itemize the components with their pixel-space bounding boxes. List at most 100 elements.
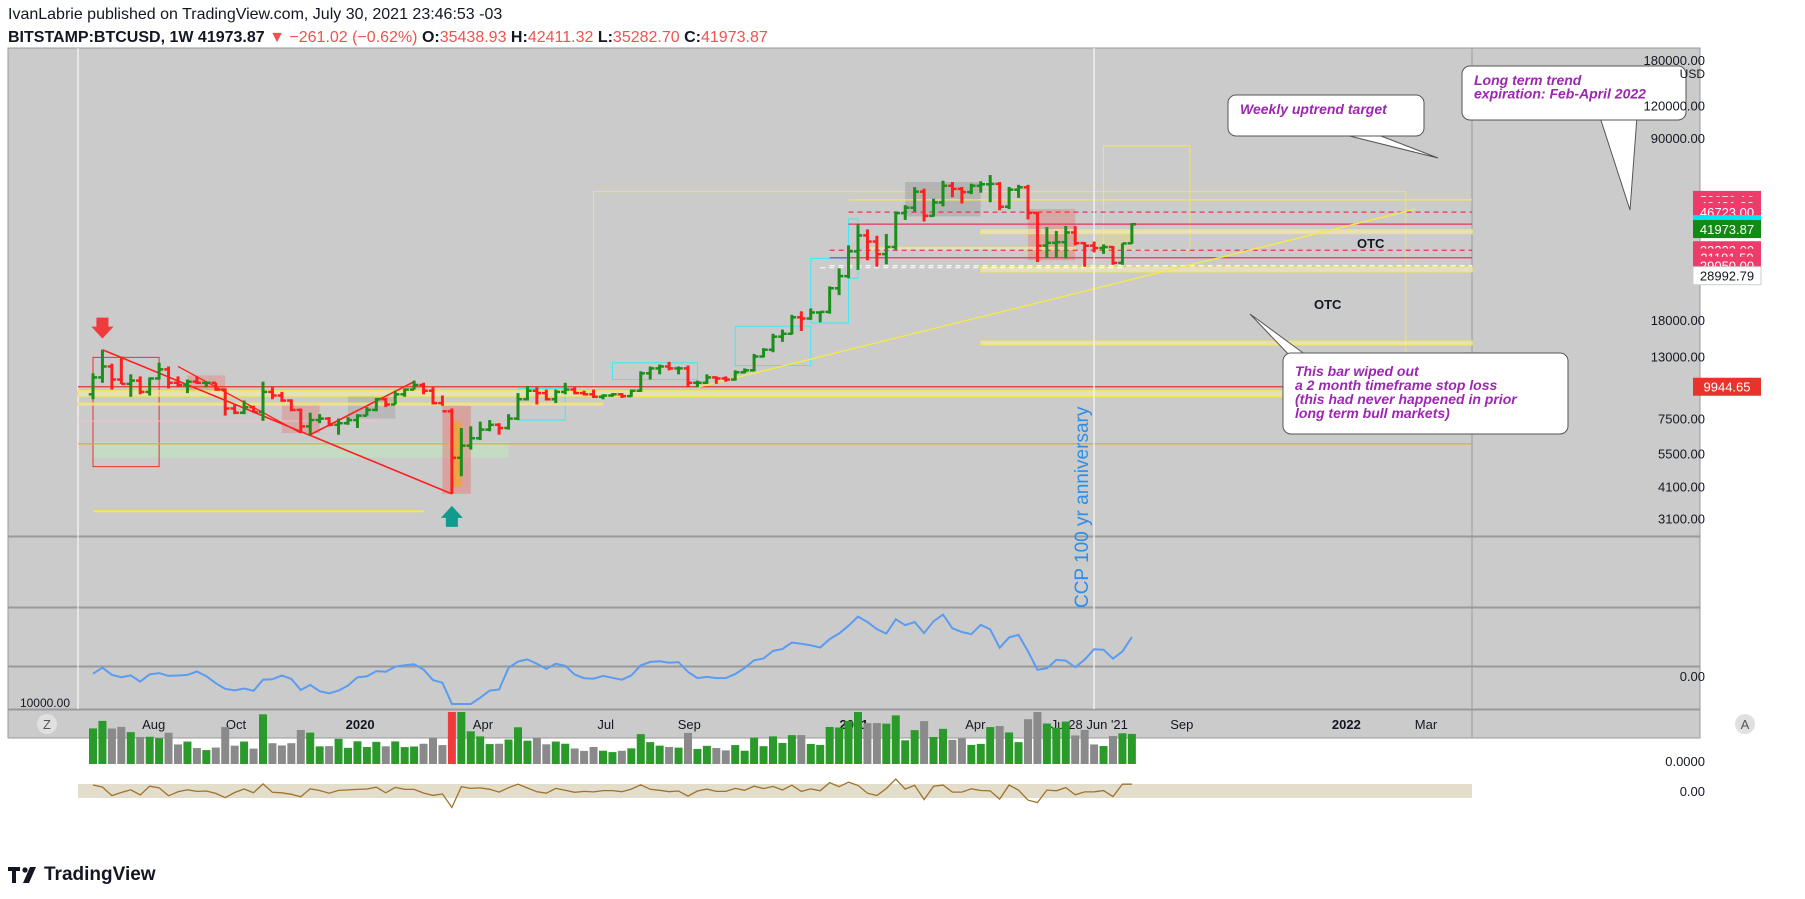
- red-trendline-up: [309, 380, 415, 436]
- volume-bar: [334, 738, 343, 764]
- volume-bar: [211, 747, 220, 764]
- volume-bar: [1071, 735, 1080, 764]
- volume-bar: [1090, 744, 1099, 764]
- weekly-target-callout-pointer: [1349, 135, 1439, 159]
- volume-bar: [1005, 732, 1014, 764]
- volume-bar: [1127, 733, 1136, 764]
- price-tick-label: 3100.00: [1658, 511, 1705, 526]
- candle: [919, 188, 929, 222]
- weekly-target-callout-text: Weekly uptrend target: [1240, 101, 1388, 117]
- volume-bar: [343, 747, 352, 764]
- volume-bar: [910, 730, 919, 764]
- symbol-name[interactable]: BITSTAMP:BTCUSD, 1W: [8, 29, 194, 46]
- candle: [192, 376, 202, 385]
- volume-bar: [136, 736, 145, 764]
- weekly-target-callout-box: [1227, 94, 1425, 137]
- candle: [712, 376, 721, 384]
- yellow-trendline: [697, 208, 1416, 388]
- candle: [721, 376, 731, 382]
- currency-label: USD: [1680, 67, 1706, 81]
- long-term-callout-text: expiration: Feb-April 2022: [1474, 86, 1646, 102]
- candle: [428, 387, 438, 405]
- volume-bar: [636, 734, 645, 764]
- volume-bar: [476, 736, 485, 764]
- candle: [589, 389, 598, 399]
- volume-bar: [117, 726, 126, 764]
- cyan-box-2: [810, 257, 850, 324]
- auto-scale-button[interactable]: [1735, 714, 1755, 734]
- annotations: Weekly uptrend target Long term trendexpi…: [1072, 65, 1687, 608]
- zoom-button-left[interactable]: [37, 714, 57, 734]
- level-lines: [78, 199, 1472, 513]
- volume-bar: [589, 747, 598, 764]
- candle: [1118, 242, 1127, 265]
- volume-bar: [240, 741, 249, 764]
- time-label: Apr: [965, 717, 986, 732]
- candle: [872, 235, 882, 267]
- candle: [768, 333, 778, 353]
- candle: [164, 366, 173, 389]
- candle: [287, 399, 296, 412]
- oscillator-pane: [7, 536, 1701, 608]
- price-tick-label: 13000.00: [1651, 350, 1705, 365]
- volume-bar: [674, 747, 683, 764]
- volume-bar: [485, 744, 494, 764]
- volume-bar: [844, 721, 853, 764]
- volume-bar: [107, 728, 116, 764]
- candle: [98, 349, 107, 383]
- price-tick-label: 4100.00: [1658, 480, 1705, 495]
- volume-bar: [929, 737, 938, 764]
- candle: [938, 180, 948, 207]
- candle: [1099, 244, 1108, 254]
- volume-bar: [759, 746, 768, 764]
- candle: [400, 388, 409, 397]
- volume-bar: [1108, 736, 1117, 764]
- candle: [797, 311, 806, 331]
- otc-lower-label: OTC: [1314, 297, 1342, 312]
- vol-tick-bottom: 0.0000: [1665, 754, 1705, 769]
- candle: [976, 181, 986, 193]
- volume-bar: [920, 721, 929, 764]
- candle: [145, 377, 154, 396]
- long-term-callout-box: [1461, 65, 1687, 121]
- candle: [627, 389, 636, 398]
- volume-bar: [145, 736, 154, 764]
- green-zone: [93, 441, 509, 458]
- last-price: 41973.87: [197, 29, 265, 46]
- volume-bar: [542, 744, 551, 764]
- stop-loss-box: [1282, 352, 1569, 435]
- red-zone-may21: [1027, 209, 1076, 261]
- volume-bar: [372, 741, 381, 764]
- volume-bar: [712, 748, 721, 764]
- candle: [1108, 245, 1118, 265]
- yellow-band-14k: [980, 340, 1473, 346]
- candle: [787, 314, 797, 336]
- candle: [560, 382, 570, 395]
- volume-bar: [1014, 742, 1023, 764]
- volume-bar: [268, 743, 277, 764]
- volume-bar: [457, 712, 466, 764]
- candle: [107, 363, 117, 390]
- osc2-band: [78, 784, 1472, 798]
- candle: [117, 356, 126, 386]
- yellow-band-28k: [980, 266, 1473, 273]
- volume-bar: [901, 740, 910, 764]
- volume-bar: [570, 748, 579, 764]
- volume-bar: [825, 726, 834, 764]
- high-value: 42411.32: [527, 29, 594, 46]
- candle: [268, 387, 277, 400]
- buy-arrow-icon: [440, 505, 463, 527]
- volume-bar: [513, 727, 522, 764]
- volume-bar: [835, 727, 844, 764]
- candle: [239, 400, 249, 415]
- candle: [1004, 186, 1014, 210]
- volume-bar: [797, 735, 806, 764]
- candle: [135, 376, 145, 395]
- long-term-callout-text: Long term trend: [1474, 72, 1582, 88]
- open-label: O:: [421, 29, 440, 46]
- volume-bar: [258, 714, 267, 764]
- volume-bar: [277, 745, 286, 764]
- volume-bar: [976, 743, 985, 764]
- candle: [570, 387, 579, 395]
